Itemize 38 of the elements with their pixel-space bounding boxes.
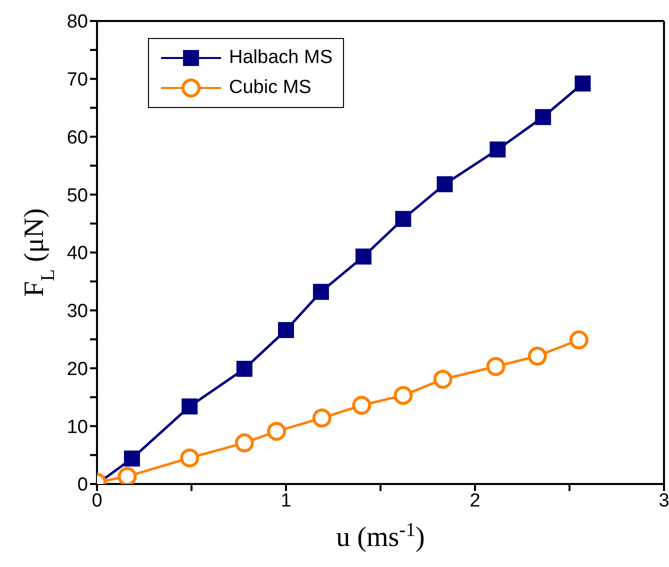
legend-label: Cubic MS	[229, 77, 312, 99]
y-tick-label: 20	[66, 358, 88, 380]
y-tick-label: 10	[66, 416, 88, 438]
legend-label: Halbach MS	[229, 47, 332, 69]
y-tick-label: 80	[66, 12, 88, 33]
y-tick-label: 30	[66, 301, 88, 322]
point	[180, 448, 200, 468]
point	[267, 422, 286, 441]
point	[574, 76, 591, 92]
y-tick-label: 50	[66, 185, 88, 206]
y-tick-label: 40	[66, 243, 88, 264]
point	[355, 248, 372, 265]
x-tick-label: 0	[92, 490, 102, 512]
point	[490, 141, 506, 158]
point	[236, 360, 252, 377]
point	[395, 210, 412, 227]
point	[436, 176, 453, 192]
point	[278, 322, 294, 338]
point	[528, 346, 547, 366]
x-tick-label: 1	[280, 490, 292, 512]
y-tick-label: 70	[66, 70, 88, 91]
point	[312, 408, 332, 428]
point	[312, 284, 329, 300]
point	[433, 370, 452, 389]
point	[124, 450, 140, 467]
x-axis-title: u (ms$^{-1}$)	[336, 520, 425, 553]
point	[486, 357, 506, 376]
point	[118, 466, 137, 484]
x-tick-label: 2	[470, 490, 480, 512]
x-tick-label: 3	[658, 490, 669, 512]
point	[234, 433, 254, 452]
point	[535, 109, 552, 126]
point	[569, 330, 588, 350]
point	[182, 398, 198, 414]
point	[352, 396, 372, 415]
point	[394, 386, 413, 405]
y-tick-label: 0	[77, 474, 88, 496]
y-tick-label: 60	[66, 127, 88, 148]
